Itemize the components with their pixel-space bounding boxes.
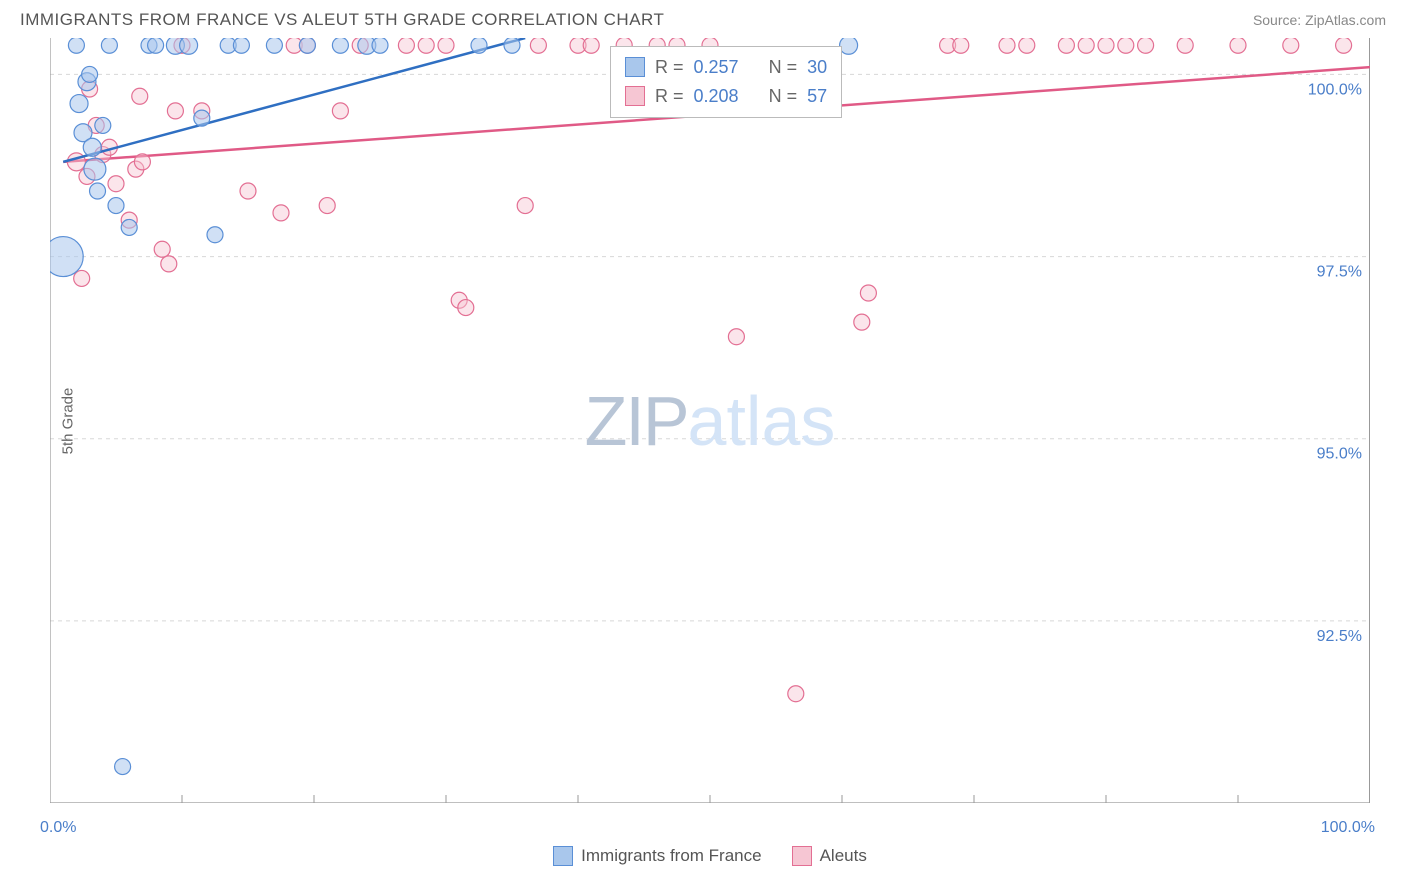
chart-title: IMMIGRANTS FROM FRANCE VS ALEUT 5TH GRAD… xyxy=(20,10,664,30)
x-axis-min-label: 0.0% xyxy=(40,819,76,837)
correlation-stats-box: R = 0.257 N = 30 R = 0.208 N = 57 xyxy=(610,46,842,118)
scatter-plot: 92.5% 95.0% 97.5% 100.0% xyxy=(50,38,1370,803)
y-axis-label: 5th Grade xyxy=(60,387,77,454)
source-label: Source: xyxy=(1253,12,1301,28)
swatch-series2 xyxy=(625,86,645,106)
legend-swatch-series2 xyxy=(792,846,812,866)
chart-container: 5th Grade 92.5%95.0%97.5%100.0% ZIPatlas… xyxy=(50,38,1386,803)
n-label-2: N = xyxy=(769,82,798,111)
legend-bottom: 0.0% Immigrants from France Aleuts 100.0… xyxy=(50,819,1370,892)
stat-row-series1: R = 0.257 N = 30 xyxy=(625,53,827,82)
r-value-1: 0.257 xyxy=(694,53,739,82)
x-axis-max-label: 100.0% xyxy=(1321,819,1375,837)
legend-item-series2: Aleuts xyxy=(792,846,867,866)
svg-text:92.5%: 92.5% xyxy=(1317,628,1362,645)
svg-text:95.0%: 95.0% xyxy=(1317,446,1362,463)
n-label-1: N = xyxy=(769,53,798,82)
swatch-series1 xyxy=(625,57,645,77)
r-value-2: 0.208 xyxy=(694,82,739,111)
svg-text:97.5%: 97.5% xyxy=(1317,264,1362,281)
r-label-2: R = xyxy=(655,82,684,111)
n-value-2: 57 xyxy=(807,82,827,111)
r-label-1: R = xyxy=(655,53,684,82)
legend-swatch-series1 xyxy=(553,846,573,866)
chart-header: IMMIGRANTS FROM FRANCE VS ALEUT 5TH GRAD… xyxy=(0,0,1406,38)
n-value-1: 30 xyxy=(807,53,827,82)
chart-source: Source: ZipAtlas.com xyxy=(1253,12,1386,28)
svg-text:100.0%: 100.0% xyxy=(1308,81,1362,98)
stat-row-series2: R = 0.208 N = 57 xyxy=(625,82,827,111)
legend-label-series1: Immigrants from France xyxy=(581,846,761,866)
source-name: ZipAtlas.com xyxy=(1305,12,1386,28)
legend-label-series2: Aleuts xyxy=(820,846,867,866)
legend-item-series1: Immigrants from France xyxy=(553,846,761,866)
